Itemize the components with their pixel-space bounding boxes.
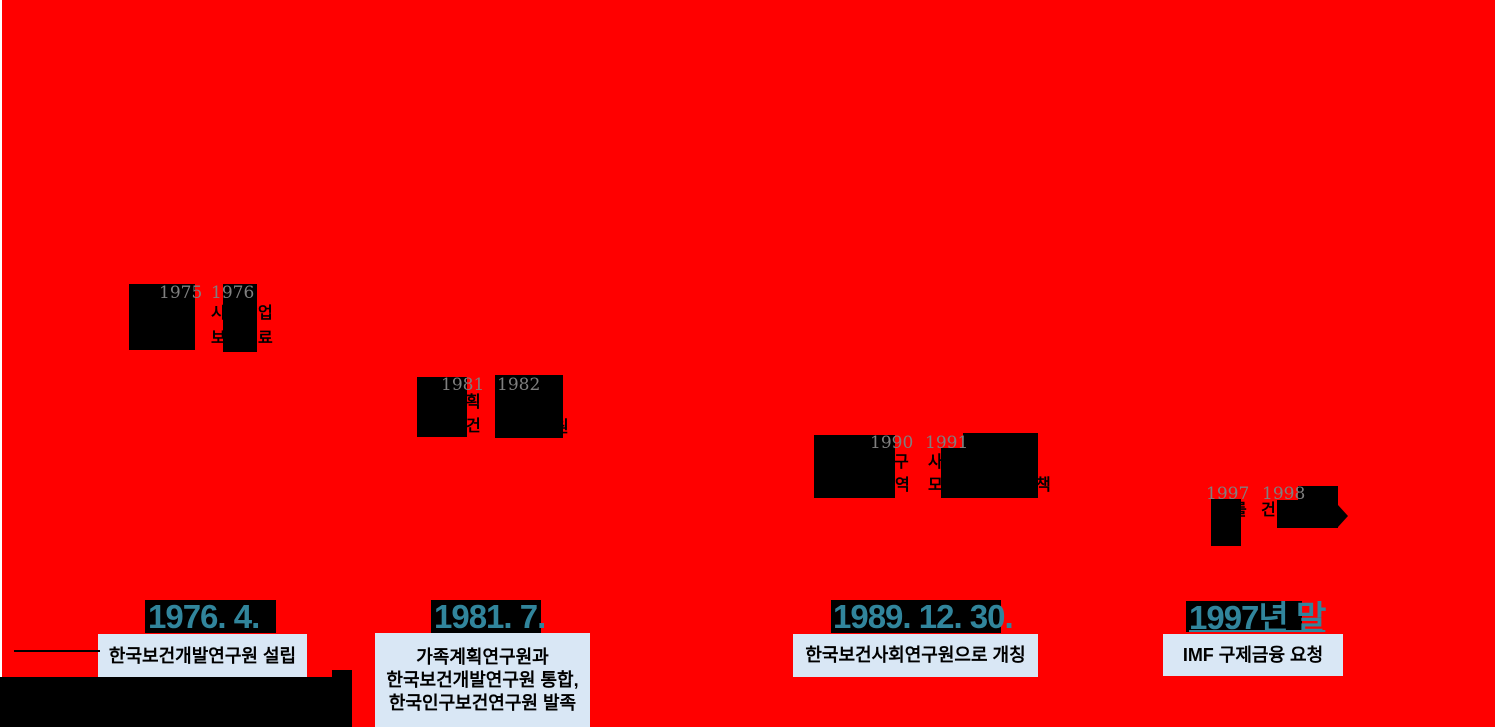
- date-strip: [145, 600, 276, 633]
- photo-placeholder-1997: [1211, 499, 1241, 546]
- caption-fragment: 보: [211, 330, 226, 347]
- year-label-1976: 1976: [211, 283, 255, 303]
- caption-fragment: 역: [895, 477, 910, 494]
- event-label-text: 한국보건개발연구원 설립: [108, 645, 297, 666]
- caption-fragment: 구: [894, 454, 909, 471]
- photo-placeholder-1998: [1298, 486, 1338, 502]
- photo-placeholder-1981: [417, 377, 467, 437]
- year-label-1997: 1997: [1206, 484, 1250, 504]
- date-heading-1989-12-30: 1989. 12. 30.: [833, 598, 1014, 635]
- event-label-text: 가족계획연구원과: [416, 646, 549, 667]
- event-label-box-1976: 한국보건개발연구원 설립: [98, 634, 307, 678]
- date-heading-1976-4: 1976. 4.: [148, 598, 260, 635]
- year-label-1975: 1975: [159, 283, 203, 303]
- event-label-text: IMF 구제금융 요청: [1182, 644, 1324, 665]
- event-label-text: 한국보건개발연구원 통합,: [386, 669, 579, 690]
- timeline-arrow-icon: [1338, 505, 1348, 527]
- year-label-1982: 1982: [497, 375, 541, 395]
- date-heading-1997-end: 1997년 말: [1189, 599, 1326, 636]
- photo-placeholder-1991: [941, 448, 1038, 498]
- caption-fragment: 건: [466, 418, 481, 435]
- caption-fragment: 획: [466, 394, 481, 411]
- year-label-1998: 1998: [1262, 484, 1306, 504]
- event-label-text: 한국보건사회연구원으로 개칭: [805, 645, 1026, 665]
- event-label-box-1981: 가족계획연구원과 한국보건개발연구원 통합, 한국인구보건연구원 발족: [375, 633, 590, 727]
- photo-placeholder-bottom-left: [0, 677, 352, 727]
- photo-placeholder-1982: [495, 375, 563, 438]
- thin-black-line: [14, 650, 100, 652]
- event-label-box-1989: 한국보건사회연구원으로 개칭: [793, 634, 1038, 677]
- year-label-1981: 1981: [441, 375, 485, 395]
- year-label-1990: 1990: [870, 433, 914, 453]
- caption-fragment: 건: [1261, 502, 1276, 519]
- caption-fragment: 업: [258, 305, 273, 322]
- date-strip: [1186, 601, 1302, 632]
- photo-placeholder-1976: [223, 284, 257, 352]
- photo-placeholder-1998: [1277, 500, 1338, 528]
- year-label-1991: 1991: [925, 433, 969, 453]
- photo-placeholder-1990: [814, 435, 895, 498]
- caption-fragment: 사: [928, 454, 943, 471]
- caption-fragment: 시: [211, 305, 226, 322]
- caption-fragment: 모: [928, 477, 943, 494]
- event-label-box-1997: IMF 구제금융 요청: [1163, 634, 1343, 676]
- caption-fragment: 책: [1036, 477, 1051, 494]
- photo-placeholder-bottom-left-step: [332, 670, 352, 678]
- date-strip: [431, 600, 541, 633]
- date-strip: [831, 600, 1001, 633]
- photo-placeholder-1991: [963, 433, 1038, 450]
- caption-fragment: 료: [258, 330, 273, 347]
- date-heading-1981-7: 1981. 7.: [434, 598, 546, 635]
- photo-placeholder-1975: [129, 284, 195, 350]
- event-label-text: 한국인구보건연구원 발족: [388, 692, 577, 713]
